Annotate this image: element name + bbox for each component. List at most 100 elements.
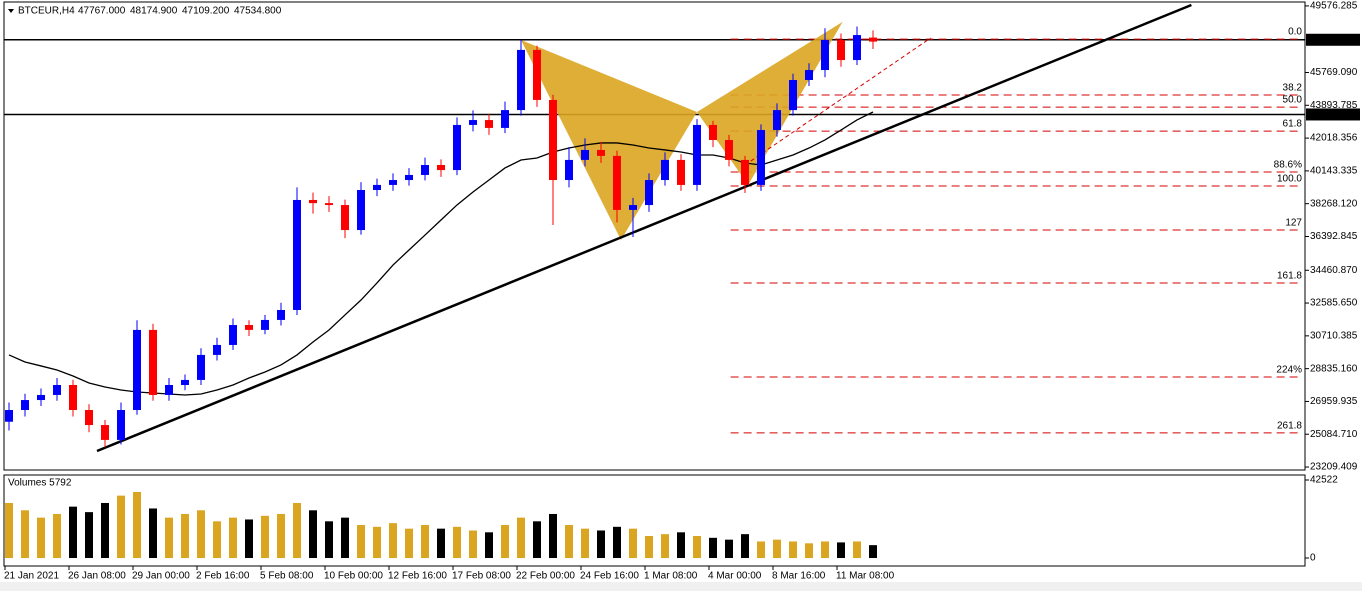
candle-body <box>389 180 397 185</box>
x-tick-label: 12 Feb 16:00 <box>388 571 447 582</box>
price-box <box>1306 108 1360 121</box>
candle-body <box>725 139 733 160</box>
y-tick-label: 40143.335 <box>1310 166 1358 177</box>
volume-label: Volumes 5792 <box>8 478 72 489</box>
candle-body <box>245 325 253 330</box>
candle-body <box>341 205 349 231</box>
volume-bar <box>261 515 269 558</box>
volume-bar <box>581 528 589 558</box>
volume-bar <box>101 502 109 558</box>
candle-body <box>517 49 525 111</box>
volume-bar <box>741 534 749 558</box>
volume-bar <box>677 532 685 558</box>
y-tick-label: 32585.650 <box>1310 298 1358 309</box>
fib-label: 224% <box>1276 365 1302 376</box>
x-tick-label: 22 Feb 00:00 <box>516 571 575 582</box>
volume-bar <box>21 510 29 558</box>
candle-body <box>309 199 317 204</box>
candle-body <box>789 80 797 111</box>
candle-body <box>853 35 861 61</box>
volume-bar <box>757 541 765 558</box>
x-tick-label: 21 Jan 2021 <box>4 571 59 582</box>
volume-panel <box>3 474 1306 567</box>
trendline <box>96 3 1192 453</box>
y-tick-label: 25084.710 <box>1310 429 1358 440</box>
y-tick-label: 30710.385 <box>1310 330 1358 341</box>
volume-bar <box>837 542 845 558</box>
price-box <box>1306 33 1360 46</box>
y-tick-label: 34460.870 <box>1310 265 1358 276</box>
volume-bar <box>517 517 525 558</box>
status-bar <box>0 582 1362 591</box>
x-tick-label: 10 Feb 00:00 <box>324 571 383 582</box>
candle-body <box>597 149 605 156</box>
candle-body <box>421 164 429 175</box>
y-tick-label: 43893.785 <box>1310 100 1358 111</box>
candle-body <box>69 385 77 411</box>
candle-body <box>469 120 477 125</box>
volume-bar <box>309 510 317 558</box>
candle-body <box>805 70 813 80</box>
volume-bar <box>613 526 621 558</box>
volume-bar <box>389 523 397 558</box>
y-tick-label: 49576.285 <box>1310 1 1358 12</box>
symbol: BTCEUR,H4 <box>18 6 75 17</box>
y-tick-label: 23209.409 <box>1310 462 1358 473</box>
menu-arrow[interactable] <box>8 9 14 13</box>
candle-body <box>549 99 557 181</box>
volume-bar <box>213 521 221 558</box>
volume-bar <box>869 545 877 558</box>
volume-bar <box>485 532 493 558</box>
harmonic-pattern <box>697 21 843 185</box>
candle-body <box>645 180 653 206</box>
volume-bar <box>181 513 189 558</box>
volume-tick-label: 0 <box>1310 553 1316 564</box>
volume-bar <box>117 495 125 558</box>
volume-bar <box>645 535 653 558</box>
candle-body <box>405 174 413 181</box>
candle-body <box>165 385 173 395</box>
candle-body <box>277 309 285 320</box>
volume-bar <box>421 524 429 558</box>
candle-body <box>197 354 205 380</box>
y-tick-label: 45769.090 <box>1310 67 1358 78</box>
volume-bar <box>5 502 13 558</box>
candle-body <box>357 190 365 231</box>
price-box-label: 43369.556 <box>1309 109 1357 120</box>
candle-body <box>533 49 541 100</box>
volume-bar <box>245 519 253 558</box>
volume-bar <box>437 528 445 558</box>
candle-body <box>485 120 493 128</box>
candle-body <box>453 124 461 171</box>
volume-bar <box>533 521 541 558</box>
fib-label: 50.0 <box>1283 95 1303 106</box>
candle-body <box>21 400 29 411</box>
volume-bar <box>277 513 285 558</box>
candle-body <box>709 124 717 140</box>
x-tick-label: 4 Mar 00:00 <box>708 571 762 582</box>
fib-label: 127 <box>1285 218 1302 229</box>
trendline <box>744 37 931 166</box>
candle-body <box>293 199 301 310</box>
candle-body <box>629 205 637 210</box>
x-tick-label: 11 Mar 08:00 <box>836 571 895 582</box>
candle-body <box>773 110 781 131</box>
candle-body <box>229 325 237 345</box>
candle-body <box>677 159 685 185</box>
candle-body <box>661 159 669 181</box>
volume-bar <box>629 528 637 558</box>
y-tick-label: 26959.935 <box>1310 396 1358 407</box>
x-tick-label: 17 Feb 08:00 <box>452 571 511 582</box>
volume-bar <box>405 528 413 558</box>
y-tick-label: 42018.356 <box>1310 133 1358 144</box>
candle-body <box>837 39 845 61</box>
x-tick-label: 5 Feb 08:00 <box>260 571 314 582</box>
candle-body <box>53 385 61 395</box>
volume-tick-label: 42522 <box>1310 475 1338 486</box>
y-tick-label: 28835.160 <box>1310 363 1358 374</box>
candle-body <box>613 155 621 210</box>
candle-body <box>325 203 333 206</box>
fib-label: 61.8 <box>1283 119 1303 130</box>
